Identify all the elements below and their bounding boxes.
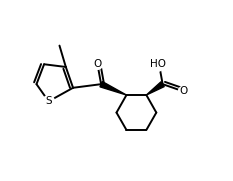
Circle shape [178, 86, 188, 96]
Text: O: O [93, 59, 102, 69]
Text: O: O [179, 86, 188, 96]
Circle shape [150, 57, 164, 71]
Polygon shape [146, 82, 164, 95]
Circle shape [43, 96, 55, 107]
Text: S: S [45, 96, 52, 106]
Circle shape [93, 59, 103, 69]
Polygon shape [100, 81, 127, 95]
Text: HO: HO [150, 59, 166, 69]
